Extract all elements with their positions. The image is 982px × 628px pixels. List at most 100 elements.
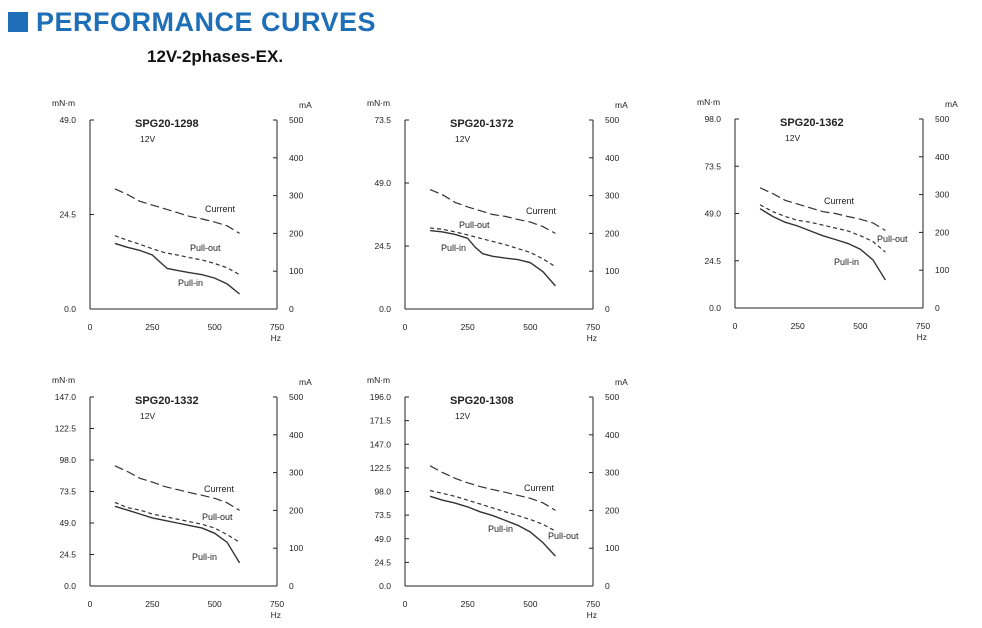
right-tick-label: 100 bbox=[605, 543, 619, 553]
left-unit-label: mN·m bbox=[367, 375, 390, 385]
series-label-current: Current bbox=[524, 483, 555, 493]
chart-title: SPG20-1362 bbox=[780, 117, 844, 129]
right-tick-label: 0 bbox=[605, 581, 610, 591]
chart-title: SPG20-1332 bbox=[135, 395, 199, 407]
x-tick-label: 500 bbox=[853, 321, 867, 331]
left-tick-label: 147.0 bbox=[55, 392, 77, 402]
chart-title: SPG20-1308 bbox=[450, 395, 514, 407]
left-tick-label: 147.0 bbox=[370, 439, 392, 449]
page-title: PERFORMANCE CURVES bbox=[36, 6, 377, 37]
x-tick-label: 750 bbox=[916, 321, 930, 331]
left-tick-label: 73.5 bbox=[374, 115, 391, 125]
series-line-pull-out bbox=[114, 235, 240, 276]
right-tick-label: 0 bbox=[605, 304, 610, 314]
series-label-pull-out: Pull-out bbox=[548, 531, 579, 541]
chart-title: SPG20-1372 bbox=[450, 118, 514, 130]
series-label-pull-out: Pull-out bbox=[459, 220, 490, 230]
right-unit-label: mA bbox=[945, 99, 958, 109]
series-line-current bbox=[114, 188, 240, 234]
left-tick-label: 122.5 bbox=[55, 424, 77, 434]
chart-voltage-label: 12V bbox=[455, 134, 470, 144]
right-tick-label: 400 bbox=[605, 430, 619, 440]
left-tick-label: 98.0 bbox=[374, 487, 391, 497]
right-tick-label: 300 bbox=[605, 191, 619, 201]
x-tick-label: 500 bbox=[208, 322, 222, 332]
right-tick-label: 100 bbox=[289, 543, 303, 553]
right-unit-label: mA bbox=[299, 377, 312, 387]
left-tick-label: 122.5 bbox=[370, 463, 392, 473]
left-tick-label: 49.0 bbox=[59, 115, 76, 125]
page-subtitle: 12V-2phases-EX. bbox=[147, 47, 284, 66]
x-tick-label: 250 bbox=[145, 322, 159, 332]
series-line-pull-out bbox=[430, 227, 556, 268]
right-unit-label: mA bbox=[615, 377, 628, 387]
x-tick-label: 750 bbox=[270, 322, 284, 332]
x-tick-label: 750 bbox=[586, 322, 600, 332]
left-tick-label: 0.0 bbox=[64, 581, 76, 591]
x-tick-label: 500 bbox=[208, 599, 222, 609]
x-unit-label: Hz bbox=[271, 610, 281, 620]
left-tick-label: 24.5 bbox=[704, 256, 721, 266]
left-tick-label: 98.0 bbox=[59, 455, 76, 465]
right-tick-label: 200 bbox=[289, 228, 303, 238]
series-label-pull-in: Pull-in bbox=[834, 257, 859, 267]
x-tick-label: 250 bbox=[791, 321, 805, 331]
left-tick-label: 171.5 bbox=[370, 416, 392, 426]
left-tick-label: 49.0 bbox=[374, 178, 391, 188]
left-tick-label: 24.5 bbox=[374, 557, 391, 567]
series-line-pull-in bbox=[759, 208, 886, 281]
right-tick-label: 500 bbox=[605, 392, 619, 402]
series-label-pull-out: Pull-out bbox=[877, 234, 908, 244]
right-tick-label: 500 bbox=[289, 392, 303, 402]
series-label-pull-in: Pull-in bbox=[192, 552, 217, 562]
right-tick-label: 400 bbox=[289, 430, 303, 440]
left-tick-label: 49.0 bbox=[374, 534, 391, 544]
series-line-current bbox=[429, 189, 556, 234]
series-label-current: Current bbox=[526, 206, 557, 216]
left-tick-label: 24.5 bbox=[59, 210, 76, 220]
x-tick-label: 750 bbox=[586, 599, 600, 609]
left-tick-label: 49.0 bbox=[704, 209, 721, 219]
chart-voltage-label: 12V bbox=[140, 134, 155, 144]
chart-voltage-label: 12V bbox=[785, 133, 800, 143]
page-header: PERFORMANCE CURVES bbox=[8, 4, 376, 40]
right-unit-label: mA bbox=[615, 100, 628, 110]
series-line-pull-out bbox=[114, 501, 240, 543]
x-tick-label: 0 bbox=[403, 322, 408, 332]
series-line-current bbox=[114, 465, 240, 511]
series-label-current: Current bbox=[824, 196, 855, 206]
series-line-current bbox=[759, 187, 886, 232]
left-tick-label: 0.0 bbox=[709, 303, 721, 313]
series-line-pull-out bbox=[429, 489, 556, 532]
right-tick-label: 0 bbox=[289, 581, 294, 591]
series-label-pull-out: Pull-out bbox=[202, 512, 233, 522]
right-tick-label: 200 bbox=[605, 505, 619, 515]
right-tick-label: 300 bbox=[605, 468, 619, 478]
x-unit-label: Hz bbox=[917, 332, 927, 342]
right-tick-label: 400 bbox=[935, 152, 949, 162]
right-tick-label: 300 bbox=[935, 190, 949, 200]
right-tick-label: 100 bbox=[605, 266, 619, 276]
left-tick-label: 49.0 bbox=[59, 518, 76, 528]
series-label-current: Current bbox=[205, 204, 236, 214]
series-line-pull-in bbox=[429, 495, 556, 557]
x-tick-label: 500 bbox=[523, 599, 537, 609]
x-tick-label: 500 bbox=[523, 322, 537, 332]
left-tick-label: 73.5 bbox=[59, 487, 76, 497]
left-tick-label: 73.5 bbox=[704, 161, 721, 171]
left-tick-label: 98.0 bbox=[704, 114, 721, 124]
left-tick-label: 0.0 bbox=[64, 304, 76, 314]
series-line-pull-in bbox=[430, 229, 556, 287]
series-label-pull-in: Pull-in bbox=[441, 243, 466, 253]
x-tick-label: 0 bbox=[88, 599, 93, 609]
right-tick-label: 500 bbox=[935, 114, 949, 124]
series-line-pull-in bbox=[114, 505, 241, 564]
x-tick-label: 250 bbox=[461, 322, 475, 332]
x-tick-label: 250 bbox=[461, 599, 475, 609]
right-tick-label: 100 bbox=[289, 266, 303, 276]
x-tick-label: 250 bbox=[145, 599, 159, 609]
x-tick-label: 0 bbox=[88, 322, 93, 332]
right-tick-label: 0 bbox=[289, 304, 294, 314]
right-tick-label: 500 bbox=[605, 115, 619, 125]
